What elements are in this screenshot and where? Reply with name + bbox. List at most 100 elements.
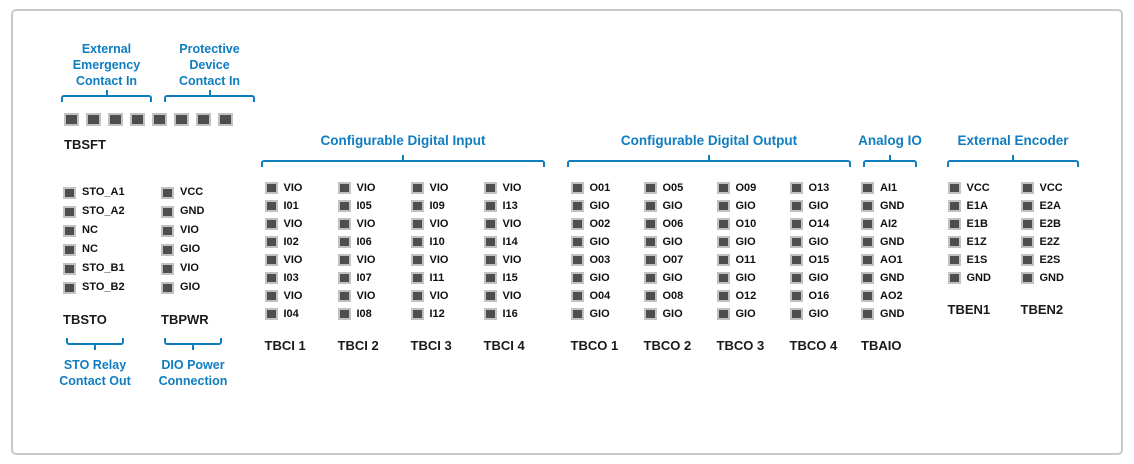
pin-square-icon	[264, 218, 278, 230]
pin-square-icon	[570, 218, 584, 230]
pin-label: I06	[356, 235, 372, 248]
terminal-block-name: TBEN1	[947, 302, 991, 317]
pin-square-icon	[161, 281, 174, 294]
pin-square-icon	[947, 218, 961, 230]
pin-square-icon	[570, 236, 584, 248]
pin-row: GIO	[789, 233, 848, 251]
pin-row: E1Z	[947, 233, 1006, 251]
pin-square-icon	[716, 200, 730, 212]
terminal-block-tbco3: O09 GIO O10 GIO O11 GIO O12 GIO TBCO 3	[716, 179, 775, 353]
pin-label: VIO	[502, 181, 522, 194]
pin-square-icon	[716, 308, 730, 320]
pin-row: O04	[570, 287, 629, 305]
group-configurable-digital-input: Configurable Digital Input VIO I01 VIO I02 V…	[253, 133, 553, 353]
terminal-block-name: TBCO 4	[789, 338, 838, 353]
pin-square-icon	[63, 224, 76, 237]
pin-square-icon	[64, 113, 79, 126]
pin-row: GIO	[570, 305, 629, 323]
pin-square-icon	[716, 290, 730, 302]
terminal-block-tben2: VCC E2A E2B E2Z E2S GND TBEN2	[1020, 179, 1079, 317]
pin-row: GND	[861, 305, 919, 323]
pin-row: I06	[337, 233, 396, 251]
pin-square-icon	[410, 218, 424, 230]
left-terminal-blocks: STO_A1 STO_A2 NC NC STO_B1 STO_B2 TBSTO STO R…	[59, 183, 227, 389]
pin-label: VIO	[283, 217, 303, 230]
pin-row: VIO	[410, 287, 469, 305]
pin-label: GND	[1039, 271, 1064, 284]
pin-row: E1S	[947, 251, 1006, 269]
pin-square-icon	[643, 182, 657, 194]
pin-row: GND	[861, 197, 919, 215]
pin-row: I03	[264, 269, 323, 287]
pin-label: VIO	[356, 217, 376, 230]
pin-label: GND	[880, 307, 905, 320]
pin-label: E2Z	[1039, 235, 1060, 248]
pin-label: NC	[82, 243, 98, 255]
terminal-block-tbpwr: VCC GND VIO GIO VIO GIO TBPWR DIO Power Conne…	[159, 183, 227, 389]
pin-row: GIO	[643, 305, 702, 323]
pin-row: GIO	[161, 240, 225, 259]
pin-row: GND	[1020, 269, 1079, 287]
pin-square-icon	[483, 290, 497, 302]
pin-row: E2A	[1020, 197, 1079, 215]
pin-label: I01	[283, 199, 299, 212]
pin-row: I01	[264, 197, 323, 215]
pin-row: GIO	[789, 269, 848, 287]
pin-row: I13	[483, 197, 542, 215]
pin-square-icon	[410, 236, 424, 248]
terminal-block-tbco4: O13 GIO O14 GIO O15 GIO O16 GIO TBCO 4	[789, 179, 848, 353]
pin-row: VIO	[337, 251, 396, 269]
pin-row: VIO	[337, 287, 396, 305]
group-analog-io: Analog IO AI1 GND AI2 GND AO1 GND AO2 GND TBAIO	[855, 133, 925, 353]
pin-square-icon	[789, 236, 803, 248]
pin-label: I15	[502, 271, 518, 284]
pin-square-icon	[63, 262, 76, 275]
pin-label: I07	[356, 271, 372, 284]
pin-label: VIO	[429, 289, 449, 302]
pin-square-icon	[947, 272, 961, 284]
pin-label: AI2	[880, 217, 898, 230]
pin-row: VIO	[410, 251, 469, 269]
pin-label: GND	[966, 271, 991, 284]
pin-square-icon	[861, 290, 874, 302]
pin-square-icon	[789, 218, 803, 230]
pin-square-icon	[643, 218, 657, 230]
tbsft-section: External Emergency Contact In Protective…	[61, 41, 255, 152]
diagram-panel: External Emergency Contact In Protective…	[11, 9, 1123, 455]
pin-row: GIO	[570, 197, 629, 215]
pin-list: O01 GIO O02 GIO O03 GIO O04 GIO	[570, 179, 629, 323]
tbsft-annotations: External Emergency Contact In Protective…	[61, 41, 255, 102]
pin-row: VIO	[337, 179, 396, 197]
pin-label: VIO	[429, 181, 449, 194]
pin-row: E2Z	[1020, 233, 1079, 251]
terminal-block-tben1: VCC E1A E1B E1Z E1S GND TBEN1	[947, 179, 1006, 317]
pin-row: O10	[716, 215, 775, 233]
pin-label: GIO	[662, 307, 683, 320]
pin-square-icon	[947, 200, 961, 212]
pin-square-icon	[861, 308, 874, 320]
pin-label: O06	[662, 217, 684, 230]
pin-label: VIO	[356, 181, 376, 194]
pin-square-icon	[570, 254, 584, 266]
pin-square-icon	[861, 254, 874, 266]
pin-label: E2B	[1039, 217, 1061, 230]
pin-list: O13 GIO O14 GIO O15 GIO O16 GIO	[789, 179, 848, 323]
pin-row: NC	[63, 221, 127, 240]
brace-connector-icon	[261, 155, 545, 167]
pin-row: VIO	[410, 215, 469, 233]
pin-square-icon	[570, 200, 584, 212]
terminal-block-name: TBSFT	[64, 137, 106, 152]
pin-label: O08	[662, 289, 684, 302]
pin-row: VIO	[264, 179, 323, 197]
pin-square-icon	[789, 272, 803, 284]
pin-label: I12	[429, 307, 445, 320]
pin-row: I08	[337, 305, 396, 323]
pin-label: STO_A2	[82, 205, 125, 217]
pin-label: GND	[880, 199, 905, 212]
pin-square-icon	[789, 254, 803, 266]
pin-square-icon	[86, 113, 101, 126]
pin-label: GIO	[180, 243, 201, 255]
pin-square-icon	[947, 254, 961, 266]
terminal-block-tbci1: VIO I01 VIO I02 VIO I03 VIO I04 TBCI 1	[264, 179, 323, 353]
pin-square-icon	[63, 186, 76, 199]
